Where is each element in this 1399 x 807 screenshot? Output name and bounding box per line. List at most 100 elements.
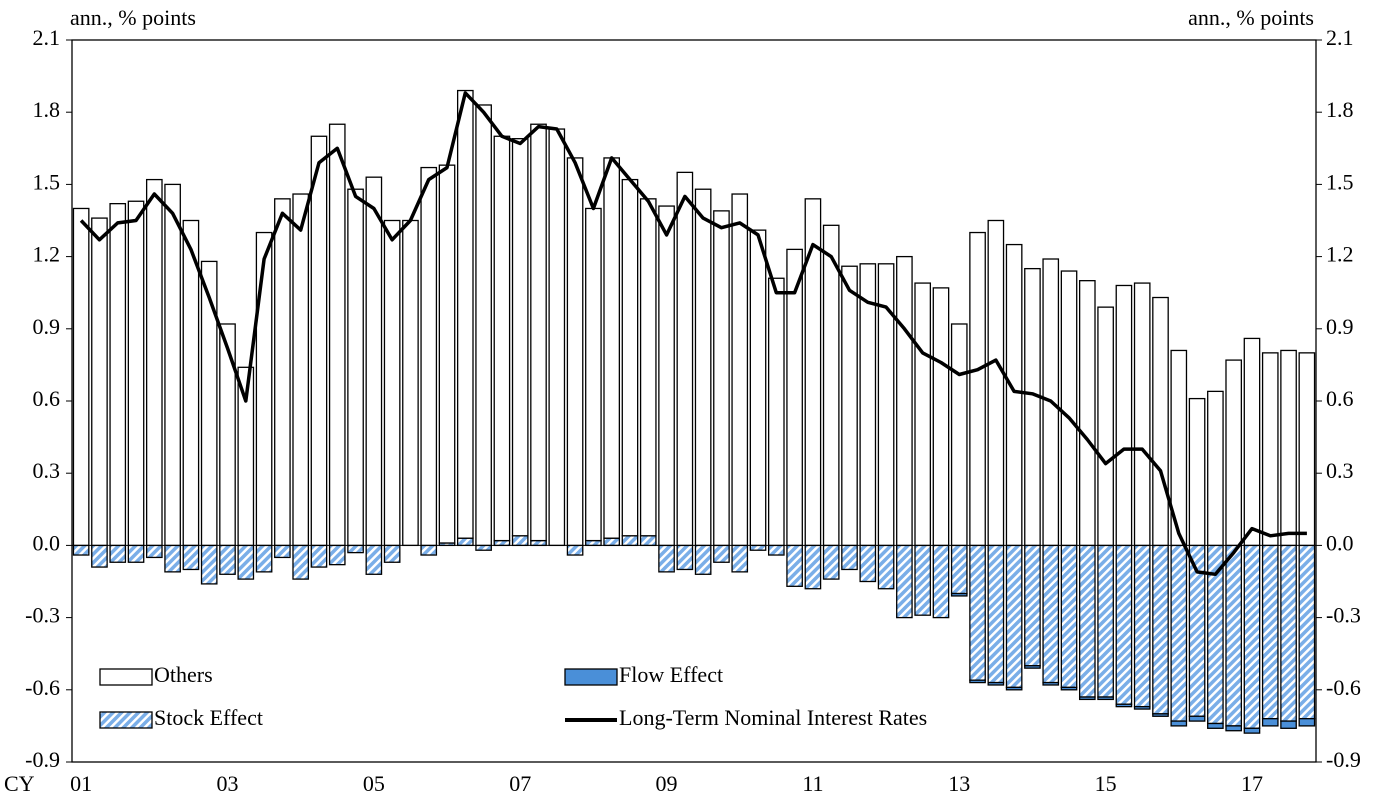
bar [749, 544, 767, 551]
bar [383, 219, 401, 547]
bar [1097, 306, 1114, 547]
bar [1005, 544, 1023, 689]
bar [255, 544, 273, 573]
bar [676, 171, 694, 547]
bar [511, 138, 529, 537]
bar [950, 592, 968, 597]
x-tick-label: 05 [363, 771, 385, 796]
bar [566, 157, 584, 547]
bar [127, 544, 145, 563]
bar [493, 135, 511, 542]
bar [164, 183, 181, 547]
y2-tick-label: 0.3 [1326, 458, 1354, 483]
bar [1024, 544, 1041, 667]
bar [1298, 544, 1316, 720]
bar [328, 123, 346, 547]
bar [859, 263, 877, 547]
bar [292, 544, 310, 580]
bar [1170, 544, 1188, 722]
bar [164, 544, 181, 573]
bar [566, 544, 584, 556]
bar [1042, 681, 1060, 686]
bar [493, 539, 511, 547]
bar [475, 544, 492, 551]
x-tick-label: 09 [656, 771, 678, 796]
bar [91, 544, 108, 568]
y2-tick-label: 0.6 [1326, 386, 1354, 411]
bar [1133, 544, 1151, 708]
bar [896, 544, 913, 619]
bar [713, 210, 730, 547]
bar [804, 544, 822, 590]
bar [237, 544, 255, 580]
bar [1078, 696, 1096, 701]
bar [255, 231, 273, 547]
bar [731, 544, 749, 573]
bar [310, 544, 328, 568]
bar [621, 178, 639, 537]
x-tick-label: 01 [70, 771, 92, 796]
y2-tick-label: -0.3 [1326, 603, 1361, 628]
bar [1261, 718, 1279, 727]
bar [72, 544, 90, 556]
bar [292, 193, 310, 547]
x-axis-label: CY [4, 771, 35, 796]
bar [383, 544, 401, 563]
bar [694, 544, 712, 575]
y2-axis-label: ann., % points [1188, 5, 1314, 30]
bar [109, 544, 127, 563]
bar [1280, 544, 1297, 722]
bar [932, 287, 950, 547]
bar [310, 135, 328, 547]
bar [1280, 349, 1297, 547]
bar [896, 255, 913, 547]
bar [767, 277, 785, 547]
bar [1225, 725, 1243, 732]
bar [1243, 337, 1261, 547]
bar [200, 260, 218, 547]
y2-tick-label: 2.1 [1326, 25, 1354, 50]
bar [639, 198, 657, 537]
legend-label: Others [154, 662, 213, 687]
bar [200, 544, 218, 585]
y2-tick-label: 1.8 [1326, 97, 1354, 122]
y2-tick-label: 1.2 [1326, 242, 1354, 267]
legend-label: Stock Effect [154, 705, 263, 730]
bar [1298, 718, 1316, 727]
bar [713, 544, 730, 563]
bar [109, 203, 127, 547]
y-tick-label: 0.0 [33, 530, 61, 555]
bar [1005, 686, 1023, 691]
bar [603, 537, 621, 547]
bar [932, 544, 950, 619]
x-tick-label: 15 [1095, 771, 1117, 796]
bar [1097, 696, 1114, 701]
bar [1261, 544, 1279, 720]
y2-tick-label: -0.6 [1326, 675, 1361, 700]
bar [1152, 713, 1169, 717]
bar [438, 164, 456, 544]
bar [987, 544, 1005, 684]
bar [127, 200, 145, 547]
y-axis-label: ann., % points [70, 5, 196, 30]
bar [1225, 359, 1243, 547]
y-tick-label: 0.3 [33, 458, 61, 483]
x-tick-label: 13 [948, 771, 970, 796]
bar [365, 176, 383, 547]
bar [530, 539, 547, 547]
bar [1298, 352, 1316, 547]
y-tick-label: -0.3 [25, 603, 60, 628]
bar [1188, 397, 1206, 547]
bar [219, 323, 236, 547]
bar [274, 544, 291, 559]
legend-swatch [564, 668, 618, 686]
bar [145, 544, 163, 559]
bar [219, 544, 236, 575]
y-tick-label: 1.2 [33, 242, 61, 267]
y-tick-label: 1.8 [33, 97, 61, 122]
line [79, 91, 1307, 577]
bar [658, 205, 675, 547]
bar [1078, 280, 1096, 547]
bar [731, 193, 749, 547]
bar [1170, 720, 1188, 727]
